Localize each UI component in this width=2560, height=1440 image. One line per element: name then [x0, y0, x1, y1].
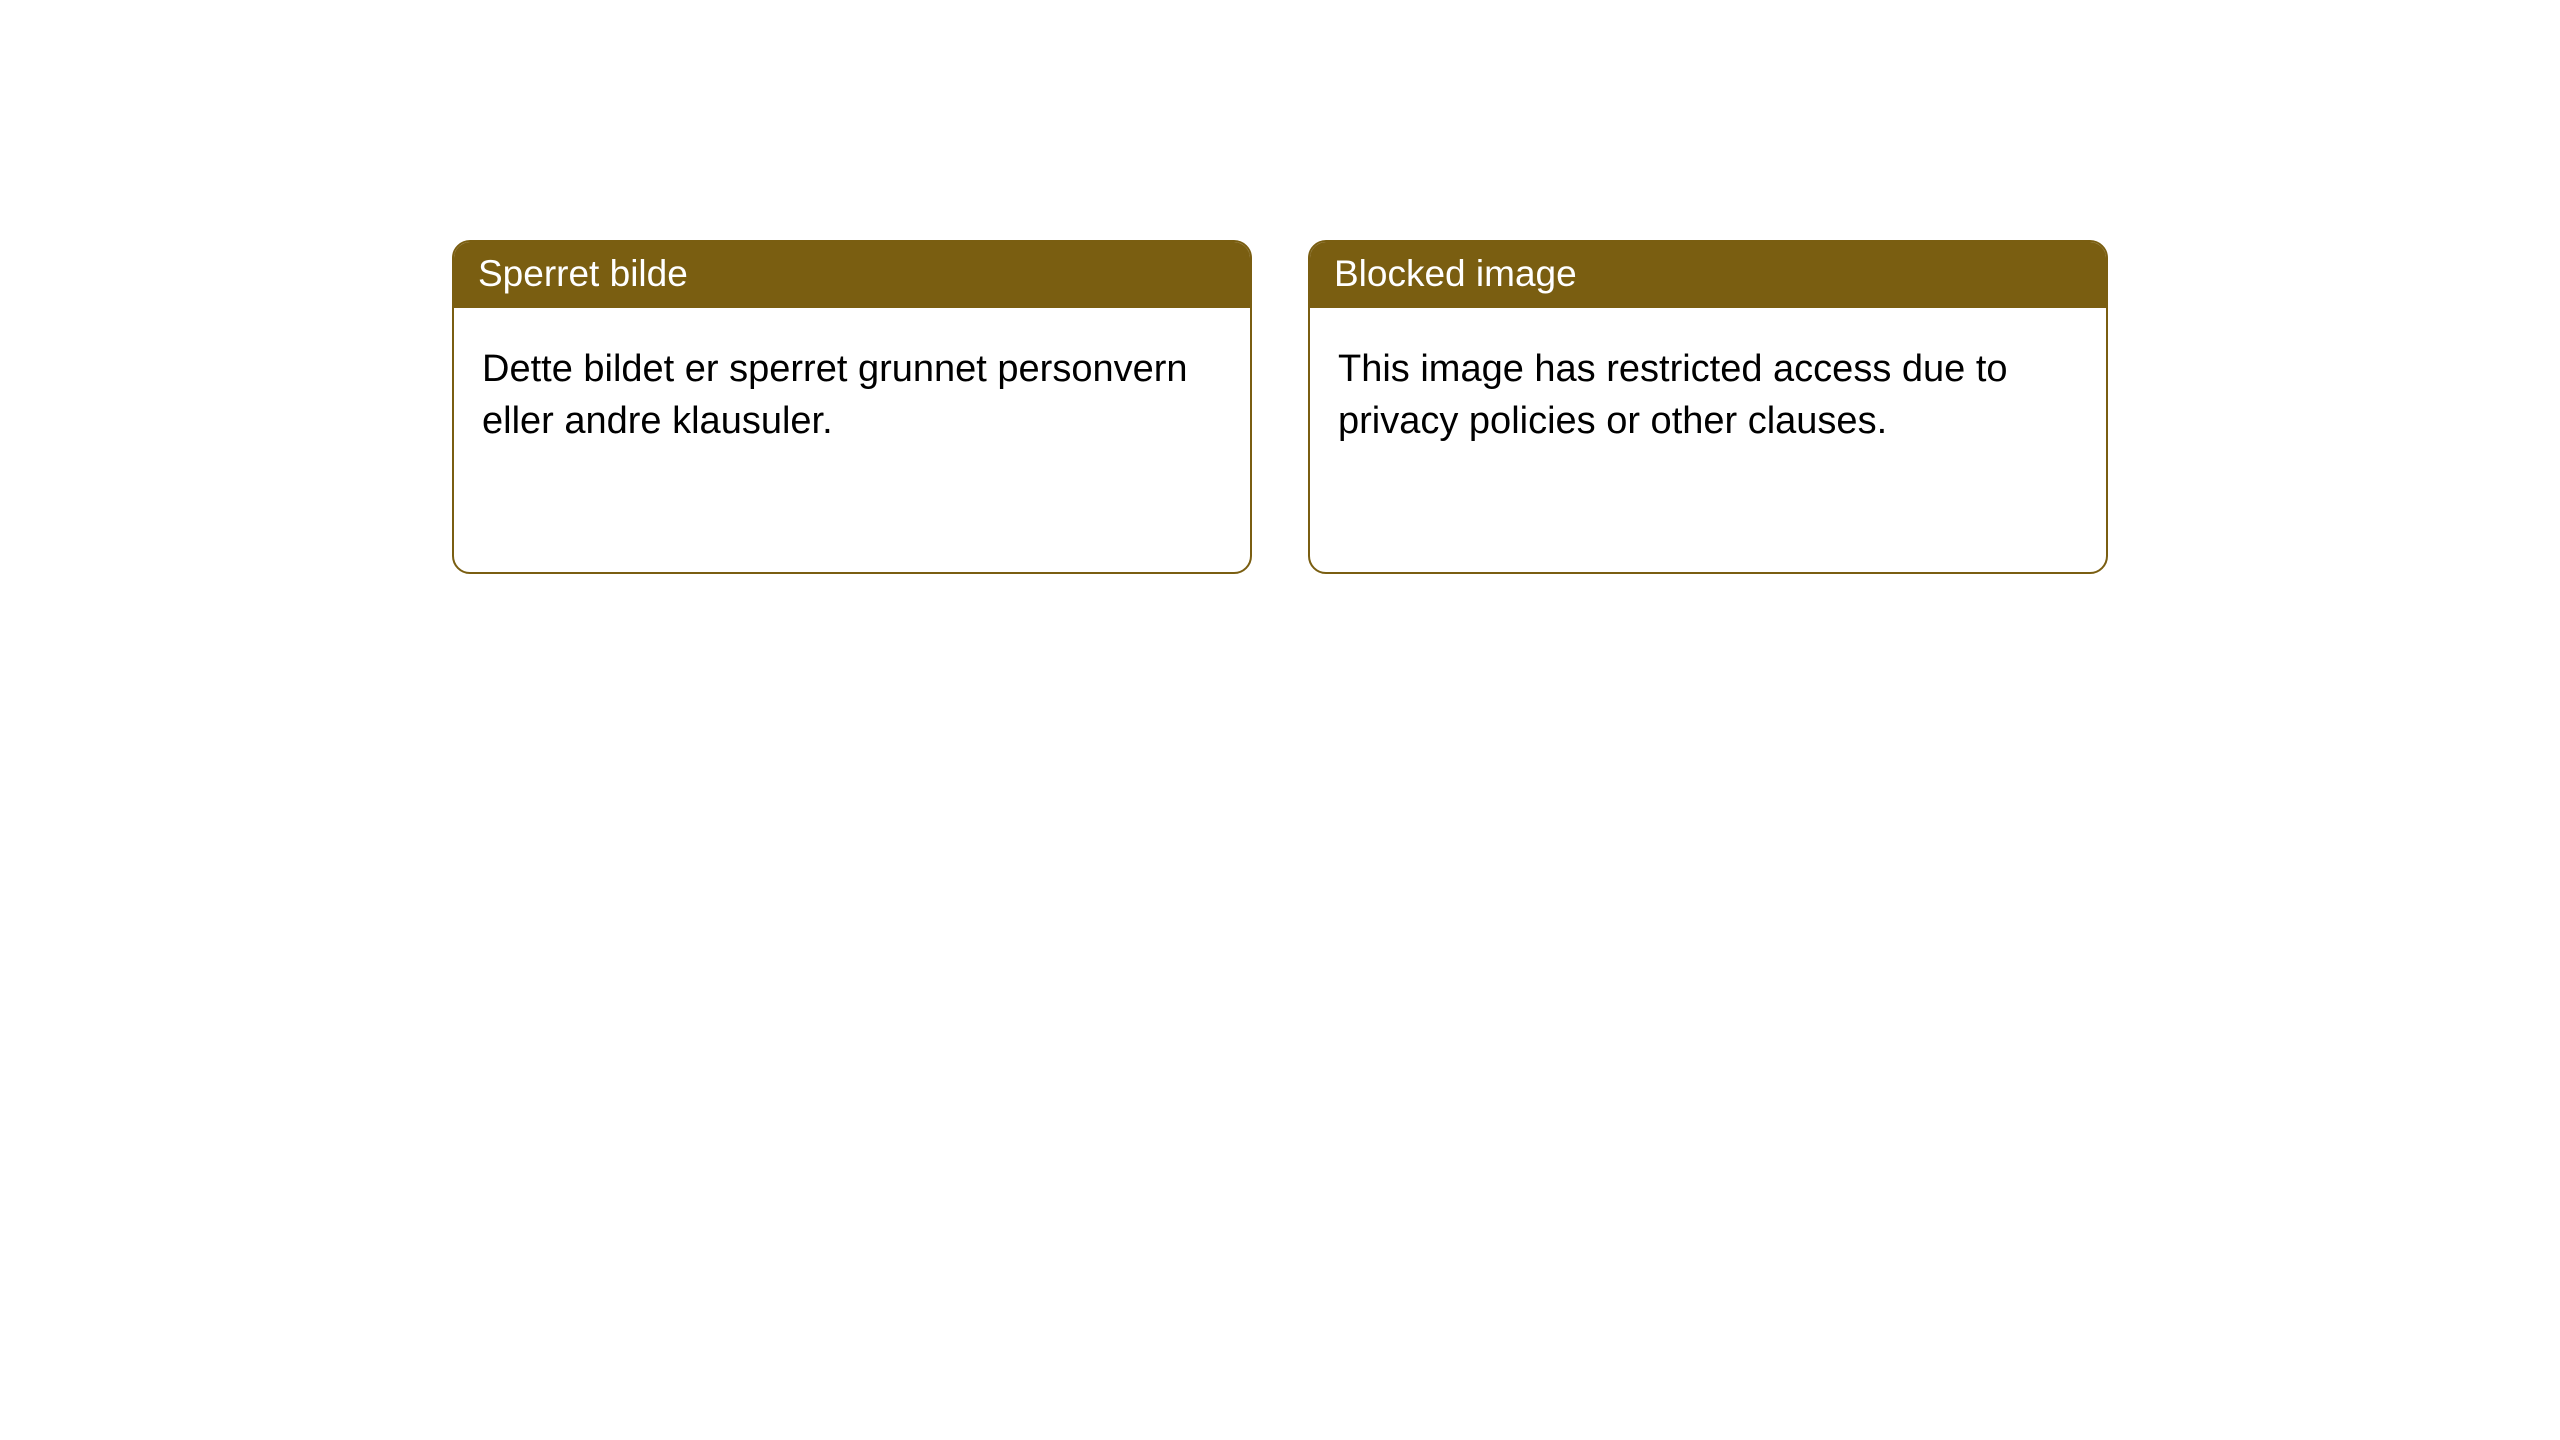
- notice-title-norwegian: Sperret bilde: [478, 253, 688, 294]
- notice-title-english: Blocked image: [1334, 253, 1577, 294]
- notice-header-english: Blocked image: [1310, 242, 2106, 308]
- notice-card-norwegian: Sperret bilde Dette bildet er sperret gr…: [452, 240, 1252, 574]
- notice-text-norwegian: Dette bildet er sperret grunnet personve…: [482, 348, 1188, 441]
- notice-body-norwegian: Dette bildet er sperret grunnet personve…: [454, 308, 1250, 483]
- notice-body-english: This image has restricted access due to …: [1310, 308, 2106, 483]
- notice-header-norwegian: Sperret bilde: [454, 242, 1250, 308]
- notice-container: Sperret bilde Dette bildet er sperret gr…: [452, 240, 2560, 574]
- notice-text-english: This image has restricted access due to …: [1338, 348, 2008, 441]
- notice-card-english: Blocked image This image has restricted …: [1308, 240, 2108, 574]
